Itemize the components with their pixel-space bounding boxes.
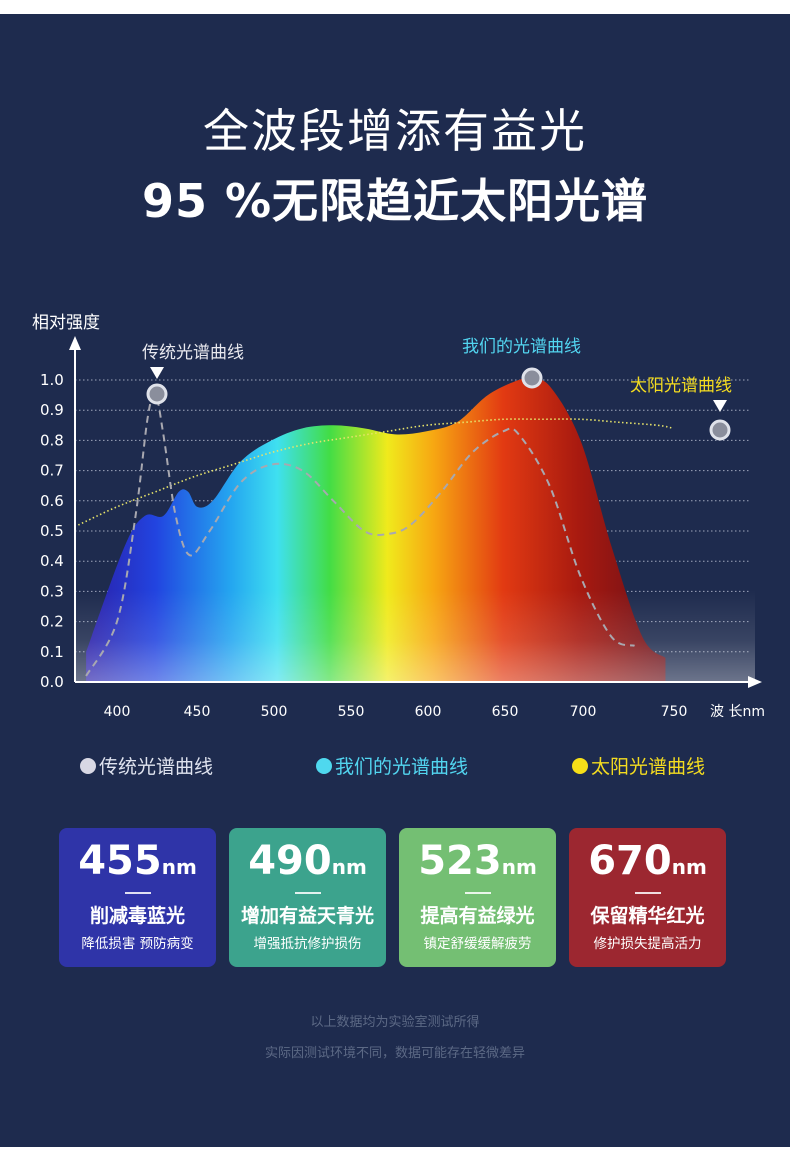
data-point-marker — [709, 419, 731, 441]
legend-label: 我们的光谱曲线 — [335, 756, 469, 778]
card-unit: nm — [671, 855, 707, 879]
legend-item-traditional: 传统光谱曲线 — [80, 752, 213, 779]
y-tick-label: 0.4 — [40, 552, 64, 570]
card-value: 670 — [588, 838, 672, 884]
card-desc: 降低损害 预防病变 — [81, 936, 194, 952]
card-desc: 修护损失提高活力 — [593, 936, 702, 952]
chart-ticks: 0.0 0.1 0.2 0.3 0.4 0.5 0.6 0.7 0.8 0.9 1.0 400 450 5… — [40, 371, 687, 720]
card-value-wrap: 523nm — [399, 838, 556, 884]
card-670: 670nm 保留精华红光 修护损失提高活力 — [569, 828, 726, 967]
legend-item-sun: 太阳光谱曲线 — [572, 752, 705, 779]
pointer-triangle — [150, 367, 164, 379]
card-455: 455nm 削减毒蓝光 降低损害 预防病变 — [59, 828, 216, 967]
x-tick-label: 700 — [570, 704, 597, 720]
y-tick-label: 0.2 — [40, 613, 64, 631]
annotation-ours: 我们的光谱曲线 — [462, 337, 581, 357]
headline-line2: 95 %无限趋近太阳光谱 — [141, 174, 649, 228]
legend-dot — [80, 757, 96, 774]
footnote-1: 以上数据均为实验室测试所得 — [310, 1015, 480, 1030]
x-tick-label: 500 — [261, 704, 288, 720]
card-value-wrap: 455nm — [59, 838, 216, 884]
x-tick-label: 650 — [492, 704, 519, 720]
legend-item-ours: 我们的光谱曲线 — [316, 752, 468, 779]
card-value: 455 — [78, 838, 162, 884]
card-value-wrap: 670nm — [569, 838, 726, 884]
legend-dot — [316, 757, 332, 774]
x-tick-label: 750 — [661, 704, 688, 720]
chart-axes — [69, 336, 762, 688]
spectrum-chart: 0.0 0.1 0.2 0.3 0.4 0.5 0.6 0.7 0.8 0.9 1.0 400 450 5… — [32, 313, 765, 720]
card-value: 490 — [248, 838, 332, 884]
spectrum-area — [75, 378, 755, 682]
y-tick-label: 0.0 — [40, 673, 64, 691]
card-title: 增加有益天青光 — [240, 905, 374, 927]
card-unit: nm — [161, 855, 197, 879]
y-tick-label: 0.8 — [40, 431, 64, 449]
y-tick-label: 0.9 — [40, 401, 64, 419]
card-490: 490nm 增加有益天青光 增强抵抗修护损伤 — [229, 828, 386, 967]
card-desc: 镇定舒缓缓解疲劳 — [423, 936, 532, 952]
y-tick-label: 0.7 — [40, 462, 64, 480]
card-divider — [295, 892, 321, 894]
legend-label: 传统光谱曲线 — [99, 756, 214, 778]
x-axis-arrow — [748, 676, 762, 688]
area-base-glow — [75, 590, 755, 682]
card-desc: 增强抵抗修护损伤 — [253, 936, 362, 952]
card-divider — [125, 892, 151, 894]
y-tick-label: 0.3 — [40, 582, 64, 600]
card-title: 提高有益绿光 — [420, 905, 535, 927]
data-point-marker — [521, 367, 543, 389]
y-tick-label: 0.1 — [40, 643, 64, 661]
card-unit: nm — [501, 855, 537, 879]
card-title: 保留精华红光 — [590, 905, 705, 927]
traditional-spectrum-line — [85, 393, 635, 677]
y-axis-label: 相对强度 — [32, 313, 100, 333]
data-point-marker — [146, 383, 168, 405]
legend-label: 太阳光谱曲线 — [591, 756, 706, 778]
card-value: 523 — [418, 838, 502, 884]
chart-markers — [146, 367, 731, 441]
x-tick-label: 550 — [338, 704, 365, 720]
y-tick-label: 0.6 — [40, 492, 64, 510]
y-axis-arrow — [69, 336, 81, 350]
x-tick-label: 400 — [104, 704, 131, 720]
card-value-wrap: 490nm — [229, 838, 386, 884]
card-divider — [465, 892, 491, 894]
annotation-sun: 太阳光谱曲线 — [630, 376, 732, 396]
legend-dot — [572, 757, 588, 774]
annotation-traditional: 传统光谱曲线 — [142, 343, 244, 363]
card-523: 523nm 提高有益绿光 镇定舒缓缓解疲劳 — [399, 828, 556, 967]
x-axis-label: 波 长nm — [710, 704, 765, 720]
card-title: 削减毒蓝光 — [89, 905, 185, 927]
card-unit: nm — [331, 855, 367, 879]
sun-spectrum-line — [78, 418, 674, 526]
y-tick-label: 0.5 — [40, 522, 64, 540]
x-tick-label: 450 — [184, 704, 211, 720]
footnote-2: 实际因测试环境不同，数据可能存在轻微差异 — [264, 1046, 525, 1061]
y-tick-label: 1.0 — [40, 371, 64, 389]
x-tick-label: 600 — [415, 704, 442, 720]
headline-line1: 全波段增添有益光 — [203, 104, 587, 158]
spectrum-lines — [78, 393, 674, 677]
card-divider — [635, 892, 661, 894]
pointer-triangle — [713, 400, 727, 412]
